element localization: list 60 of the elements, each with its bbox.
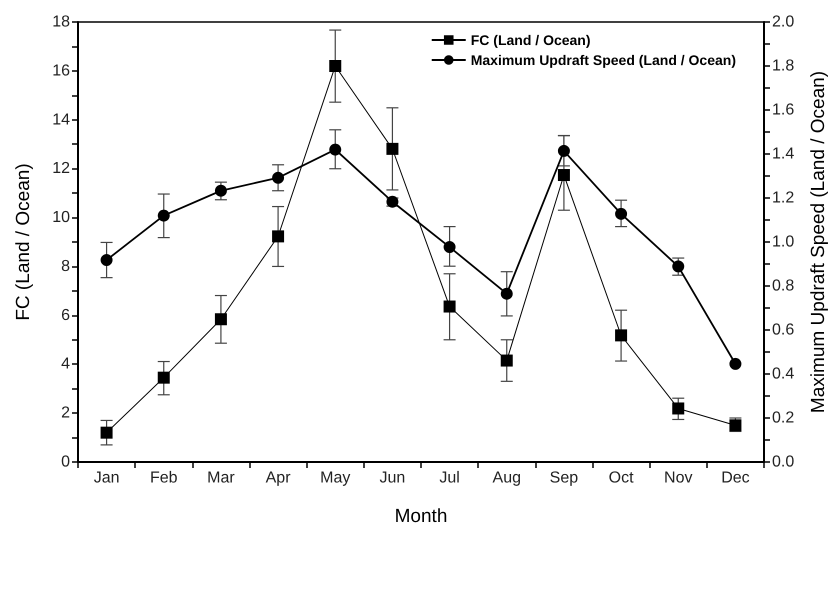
point [272, 230, 284, 242]
x-tick-label: Oct [608, 470, 634, 486]
y-tick-label: 2 [61, 404, 70, 422]
x-tick-label: Mar [207, 470, 236, 486]
point [558, 169, 570, 182]
point [615, 329, 628, 342]
y2-tick-label: 0.2 [772, 410, 794, 426]
y-tick-label: 6 [61, 306, 70, 324]
point [729, 358, 742, 370]
y-tick-label: 14 [52, 111, 70, 128]
x-tick-label: Sep [550, 470, 578, 486]
x-tick-label: Jul [439, 470, 460, 486]
x-tick-label: May [320, 470, 350, 486]
y-tick-label: 18 [52, 14, 70, 30]
y2-tick-label: 0.0 [772, 454, 794, 470]
point [444, 241, 456, 254]
point [214, 313, 227, 326]
y2-tick-label: 0.4 [772, 366, 794, 382]
y-tick-label: 12 [52, 160, 70, 178]
point [500, 288, 513, 300]
y-axis-title: FC (Land / Ocean) [13, 163, 34, 321]
point [214, 184, 227, 197]
y2-tick-label: 1.0 [772, 234, 794, 250]
point [558, 144, 570, 157]
y-tick-label: 8 [61, 258, 70, 275]
y2-tick-label: 1.4 [772, 146, 794, 162]
x-tick-label: Aug [492, 470, 521, 486]
point [272, 172, 284, 184]
point [158, 372, 170, 384]
y-tick-label: 4 [61, 356, 70, 373]
point [329, 144, 342, 156]
point [500, 354, 513, 367]
x-tick-label: Jan [94, 470, 120, 486]
y2-axis-title: Maximum Updraft Speed (Land / Ocean) [808, 70, 829, 414]
y2-tick-label: 1.6 [772, 102, 794, 118]
point [158, 210, 170, 222]
point [329, 60, 342, 72]
point [100, 254, 113, 266]
y2-tick-label: 1.8 [772, 58, 794, 74]
y2-tick-label: 0.8 [772, 278, 794, 294]
legend-label: FC (Land / Ocean) [470, 32, 591, 48]
x-tick-label: Jun [380, 470, 406, 486]
point [672, 260, 684, 272]
y2-tick-label: 1.2 [772, 190, 794, 206]
legend-label: Maximum Updraft Speed (Land / Ocean) [470, 52, 736, 68]
y-tick-label: 16 [52, 62, 70, 80]
point [615, 208, 628, 220]
point [100, 426, 113, 439]
y2-tick-label: 2.0 [772, 14, 794, 30]
x-tick-label: Dec [721, 470, 750, 486]
point [444, 300, 456, 313]
point [386, 142, 398, 155]
y-tick-label: 10 [52, 209, 70, 226]
y2-tick-label: 0.6 [772, 322, 794, 338]
x-tick-label: Nov [664, 470, 692, 486]
x-axis-title: Month [394, 506, 448, 527]
y-tick-label: 0 [61, 454, 70, 470]
x-tick-label: Apr [266, 470, 292, 486]
point [672, 402, 684, 414]
x-tick-label: Feb [150, 470, 178, 486]
